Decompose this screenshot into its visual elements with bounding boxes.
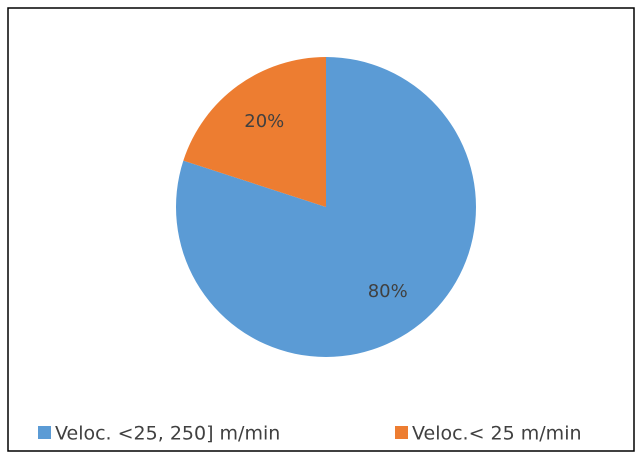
pie-slice <box>183 57 326 207</box>
data-label: 80% <box>368 281 408 302</box>
data-label: 20% <box>244 111 284 132</box>
legend-label: Veloc. <25, 250] m/min <box>55 423 280 445</box>
pie-slice <box>176 57 476 358</box>
legend-label: Veloc.< 25 m/min <box>412 423 582 445</box>
legend-swatch <box>395 426 408 439</box>
legend-swatch <box>38 426 51 439</box>
